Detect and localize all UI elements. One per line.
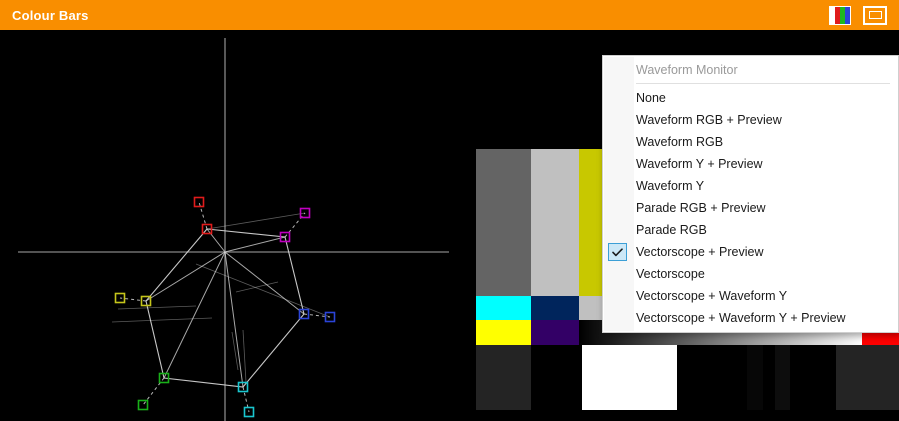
waveform-monitor-menu[interactable]: Waveform Monitor None Waveform RGB + Prev… [602, 55, 899, 333]
check-icon [608, 243, 627, 261]
bar-black-left [449, 149, 476, 296]
vectorscope-target-green [137, 399, 149, 411]
bar-grey-75 [531, 149, 579, 296]
preview-monitor-icon [863, 5, 887, 25]
vectorscope-target-magenta-in [279, 231, 291, 243]
bar-grey-dark-2 [836, 345, 899, 410]
menu-item-parade-rgb[interactable]: Parade RGB [603, 219, 898, 241]
menu-item-label: Parade RGB + Preview [636, 201, 766, 215]
vectorscope-target-green-in [158, 372, 170, 384]
white-patch [582, 345, 677, 410]
menu-item-label: Waveform RGB [636, 135, 724, 149]
vectorscope-target-yellow [114, 292, 126, 304]
bar-pluge-minus [747, 345, 763, 410]
menu-item-label: Vectorscope + Waveform Y + Preview [636, 311, 846, 325]
menu-item-label: None [636, 91, 666, 105]
vectorscope-panel[interactable] [0, 30, 449, 421]
menu-item-vectorscope[interactable]: Vectorscope [603, 263, 898, 285]
vectorscope-target-red [193, 196, 205, 208]
bar-purple [531, 320, 579, 345]
menu-item-vectorscope-waveform-y[interactable]: Vectorscope + Waveform Y [603, 285, 898, 307]
preview-monitor-button[interactable] [862, 4, 888, 26]
viewer-area: Waveform Monitor None Waveform RGB + Prev… [0, 30, 899, 421]
menu-item-waveform-y-preview[interactable]: Waveform Y + Preview [603, 153, 898, 175]
colour-bars-icon [829, 5, 851, 25]
window-title: Colour Bars [12, 7, 89, 23]
menu-item-waveform-rgb[interactable]: Waveform RGB [603, 131, 898, 153]
menu-item-label: Vectorscope + Waveform Y [636, 289, 788, 303]
menu-item-label: Vectorscope [636, 267, 705, 281]
bar-black-2 [677, 345, 747, 410]
menu-item-label: Vectorscope + Preview [636, 245, 764, 259]
vectorscope-graticule [18, 38, 449, 421]
bar-cyan-100 [476, 296, 531, 320]
menu-item-list: None Waveform RGB + Preview Waveform RGB Wa… [603, 87, 898, 329]
menu-item-label: Waveform RGB + Preview [636, 113, 782, 127]
bar-pluge-plus [775, 345, 790, 410]
bar-black-3 [763, 345, 775, 410]
bar-black-left [449, 320, 476, 345]
bar-black-left [449, 296, 476, 320]
bar-grey-40 [476, 149, 531, 296]
title-bar: Colour Bars [0, 0, 899, 30]
bar-grey-dark-1 [476, 345, 531, 410]
vectorscope-target-cyan [243, 406, 255, 418]
vectorscope-target-blue-in [298, 308, 310, 320]
menu-item-vectorscope-preview[interactable]: Vectorscope + Preview [603, 241, 898, 263]
vectorscope-target-blue [324, 311, 336, 323]
menu-item-waveform-y[interactable]: Waveform Y [603, 175, 898, 197]
menu-item-label: Waveform Y + Preview [636, 157, 763, 171]
menu-item-none[interactable]: None [603, 87, 898, 109]
menu-separator [636, 83, 890, 84]
bar-navy [531, 296, 579, 320]
menu-header: Waveform Monitor [636, 63, 738, 77]
menu-item-vectorscope-waveform-y-preview[interactable]: Vectorscope + Waveform Y + Preview [603, 307, 898, 329]
menu-item-label: Waveform Y [636, 179, 705, 193]
vectorscope-target-cyan-in [237, 381, 249, 393]
vectorscope-target-red-in [201, 223, 213, 235]
bar-black-left [449, 345, 476, 410]
vectorscope-target-yellow-in [140, 295, 152, 307]
bar-yellow-100 [476, 320, 531, 345]
colour-bars-button[interactable] [827, 4, 853, 26]
menu-item-parade-rgb-preview[interactable]: Parade RGB + Preview [603, 197, 898, 219]
menu-item-waveform-rgb-preview[interactable]: Waveform RGB + Preview [603, 109, 898, 131]
bar-black-4 [790, 345, 836, 410]
menu-item-label: Parade RGB [636, 223, 707, 237]
vectorscope-target-magenta [299, 207, 311, 219]
title-bar-buttons [827, 4, 888, 26]
